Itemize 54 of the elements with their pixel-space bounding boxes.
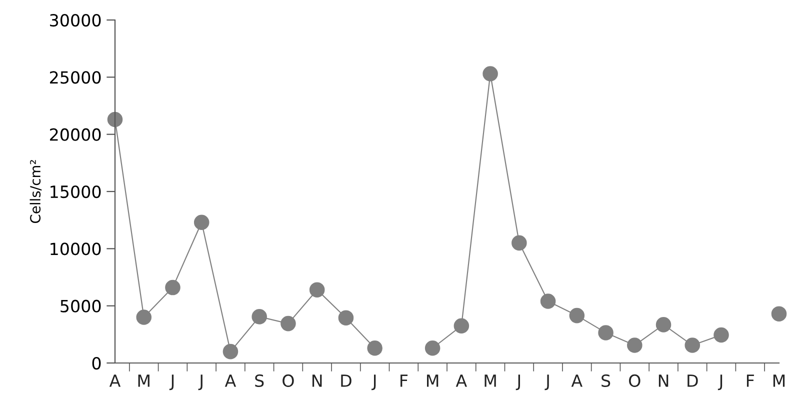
x-tick-label: J bbox=[169, 374, 174, 390]
point bbox=[771, 306, 787, 322]
point bbox=[367, 340, 382, 356]
x-tick-label: A bbox=[571, 374, 582, 387]
point bbox=[512, 235, 527, 251]
y-axis-title: Cells/cm² bbox=[30, 160, 42, 224]
y-tick-label: 30000 bbox=[50, 14, 101, 27]
y-tick-label: 5000 bbox=[60, 300, 101, 312]
x-tick-label: A bbox=[224, 374, 236, 387]
point bbox=[627, 338, 642, 353]
point bbox=[714, 327, 729, 343]
point bbox=[482, 66, 498, 82]
point bbox=[656, 317, 672, 332]
x-tick-label: O bbox=[282, 374, 294, 388]
point bbox=[454, 318, 470, 334]
point bbox=[194, 214, 210, 230]
x-tick-label: F bbox=[400, 374, 408, 387]
point bbox=[424, 340, 440, 356]
point bbox=[280, 316, 296, 332]
x-tick-label: N bbox=[658, 374, 668, 387]
point bbox=[309, 282, 325, 298]
x-tick-label: N bbox=[312, 374, 322, 387]
x-tick-label: D bbox=[688, 374, 698, 387]
x-tick-label: J bbox=[544, 374, 549, 390]
x-tick-label: S bbox=[255, 374, 264, 388]
x-tick-label: J bbox=[372, 374, 376, 390]
point bbox=[569, 308, 585, 324]
y-tick-label: 25000 bbox=[50, 71, 101, 84]
x-tick-label: J bbox=[516, 374, 520, 390]
x-tick-label: M bbox=[138, 374, 150, 387]
y-tick-label: 0 bbox=[92, 356, 101, 370]
x-tick-label: J bbox=[198, 374, 202, 390]
point bbox=[136, 310, 152, 325]
x-tick-label: A bbox=[109, 374, 121, 387]
x-tick-label: M bbox=[484, 374, 496, 387]
point bbox=[107, 112, 123, 128]
x-tick-label: S bbox=[602, 374, 610, 388]
point bbox=[165, 280, 180, 296]
y-tick-label: 10000 bbox=[50, 242, 101, 256]
x-tick-label: O bbox=[629, 374, 640, 388]
point bbox=[222, 344, 238, 360]
x-tick-label: F bbox=[746, 374, 754, 387]
point bbox=[684, 338, 700, 353]
point bbox=[338, 310, 354, 326]
x-tick-label: D bbox=[341, 374, 352, 387]
point bbox=[252, 309, 267, 324]
x-tick-label: A bbox=[456, 374, 467, 387]
x-tick-label: J bbox=[718, 374, 722, 390]
x-tick-label: M bbox=[773, 374, 785, 387]
point bbox=[540, 294, 556, 309]
y-tick-label: 20000 bbox=[50, 128, 101, 141]
point bbox=[598, 325, 614, 340]
x-tick-label: M bbox=[427, 374, 438, 387]
y-tick-label: 15000 bbox=[50, 185, 101, 198]
